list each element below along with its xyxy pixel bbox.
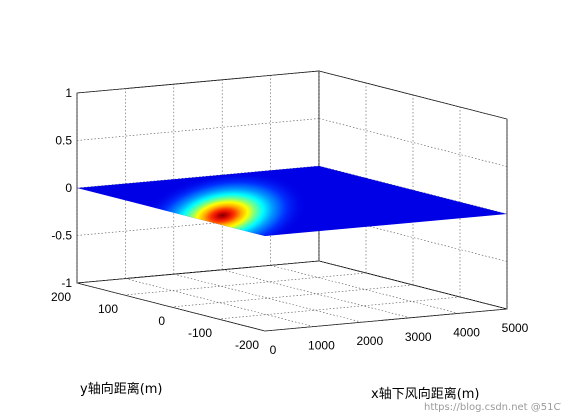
grid-floor-x	[125, 278, 314, 327]
grid-floor-x	[222, 269, 411, 319]
grid-wall-z	[318, 70, 508, 120]
x-tick-label: 4000	[453, 325, 480, 339]
z-tick-label: -0.5	[51, 229, 72, 243]
x-tick-label: 1000	[308, 339, 335, 353]
grid-floor-x	[270, 265, 459, 314]
y-tick-label: -200	[235, 338, 259, 352]
x-axis-label: x轴下风向距离(m)	[371, 386, 480, 402]
watermark: https://blog.csdn.net @51CTO博客	[424, 400, 561, 413]
y-tick-label: -100	[188, 326, 212, 340]
z-tick-label: 1	[65, 86, 72, 100]
x-tick-label: 5000	[502, 321, 529, 335]
y-tick-label: 200	[51, 290, 71, 304]
y-axis-label: y轴向距离(m)	[80, 381, 163, 397]
y-tick-label: 0	[158, 314, 165, 328]
z-tick-label: 0	[65, 181, 72, 195]
grid-floor-x	[76, 282, 266, 332]
x-tick-label: 2000	[356, 334, 383, 348]
tick-labels: 0 1000 2000 3000 4000 5000 -200 -100 0 100 200-1 -0…	[51, 86, 529, 357]
grid-floor-x	[173, 273, 362, 323]
grid-wall-z	[318, 118, 508, 167]
grid-wall-z	[318, 260, 508, 310]
x-tick-label: 0	[270, 343, 277, 357]
z-tick-label: -1	[61, 276, 72, 290]
y-tick-label: 100	[98, 302, 118, 316]
z-tick-label: 0.5	[55, 134, 72, 148]
x-tick-label: 3000	[405, 330, 432, 344]
